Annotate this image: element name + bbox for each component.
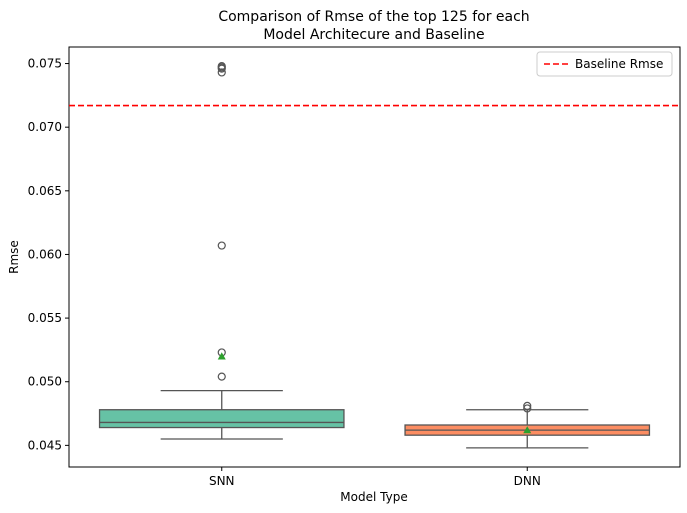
y-tick-label: 0.070 [28, 120, 62, 134]
legend-baseline-label: Baseline Rmse [575, 57, 663, 71]
chart-title-line-1: Comparison of Rmse of the top 125 for ea… [218, 9, 529, 25]
y-tick-label: 0.055 [28, 311, 62, 325]
chart-title-line-2: Model Architecure and Baseline [263, 27, 484, 43]
x-tick-label: SNN [209, 474, 235, 488]
y-tick-label: 0.075 [28, 57, 62, 71]
outlier-point [217, 68, 226, 77]
axes-frame [68, 46, 681, 468]
x-tick-label: DNN [514, 474, 541, 488]
mean-marker [523, 426, 532, 434]
outlier-point [217, 372, 226, 381]
legend-box [536, 51, 673, 77]
y-tick-label: 0.045 [28, 438, 62, 452]
mean-marker [217, 352, 226, 360]
x-axis-label: Model Type [340, 490, 407, 504]
outlier-point [523, 401, 532, 411]
outlier-point [217, 241, 226, 250]
y-axis-label: Rmse [7, 240, 21, 274]
box-snn [98, 409, 345, 429]
plot-area: 0.045 0.050 0.055 0.060 0.065 0.070 0.075 SNN DN… [28, 46, 681, 488]
outlier-point [523, 404, 532, 413]
y-tick-label: 0.050 [28, 375, 62, 389]
outlier-point [217, 61, 226, 71]
y-tick-label: 0.065 [28, 184, 62, 198]
y-tick-label: 0.060 [28, 247, 62, 261]
